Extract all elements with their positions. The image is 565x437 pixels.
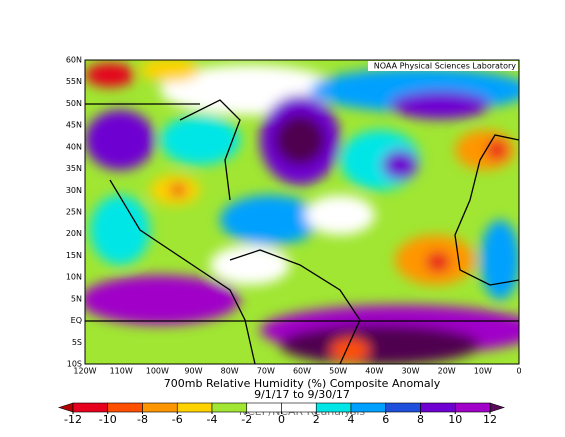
colorbar-label: -10: [99, 413, 117, 426]
lon-label: 110W: [110, 367, 133, 376]
lat-label: 40N: [66, 142, 82, 151]
colorbar-bin: [420, 402, 456, 413]
colorbar-under: [58, 402, 74, 413]
lon-label: 80W: [221, 367, 239, 376]
lon-label: 50W: [329, 367, 347, 376]
lat-label: 55N: [66, 77, 82, 86]
colorbar-label: 6: [382, 413, 389, 426]
colorbar-label: 0: [278, 413, 285, 426]
colorbar-label: -4: [207, 413, 218, 426]
colorbar-bin: [454, 402, 491, 413]
colorbar-bin: [107, 402, 143, 413]
colorbar-label: -6: [172, 413, 183, 426]
colorbar-bin: [350, 402, 387, 413]
colorbar-bin: [72, 402, 109, 413]
lon-label: 30W: [401, 367, 419, 376]
colorbar-bin: [281, 402, 317, 413]
colorbar-label: 12: [483, 413, 497, 426]
lon-label: 60W: [293, 367, 311, 376]
anomaly-field: [85, 60, 519, 364]
colorbar-label: 2: [313, 413, 320, 426]
lon-label: 70W: [257, 367, 275, 376]
colorbar-over: [489, 402, 505, 413]
lon-label: 90W: [184, 367, 202, 376]
colorbar-label: -8: [137, 413, 148, 426]
lon-label: 10W: [474, 367, 492, 376]
colorbar-bin: [385, 402, 421, 413]
colorbar-bin: [315, 402, 352, 413]
lon-label: 0: [516, 367, 521, 376]
colorbar-label: 8: [417, 413, 424, 426]
lat-label: 10S: [67, 360, 82, 369]
credit-box: [368, 61, 518, 71]
map-title: 700mb Relative Humidity (%) Composite An…: [164, 377, 441, 390]
lat-label: 45N: [66, 121, 82, 130]
lat-label: 15N: [66, 251, 82, 260]
lat-label: 20N: [66, 229, 82, 238]
credit: NOAA Physical Sciences Laboratory: [374, 62, 517, 71]
coastline: [454, 134, 519, 286]
coastline: [109, 99, 361, 364]
colorbar-bin: [142, 402, 178, 413]
lon-label: 20W: [438, 367, 456, 376]
lat-label: 50N: [66, 99, 82, 108]
map-frame: [84, 59, 520, 365]
colorbar-bin: [246, 402, 282, 413]
lat-label: 30N: [66, 186, 82, 195]
lon-label: 40W: [365, 367, 383, 376]
colorbar-bin: [211, 402, 248, 413]
lat-label: 5S: [72, 338, 82, 347]
lon-label: 100W: [146, 367, 169, 376]
colorbar-label: -2: [241, 413, 252, 426]
lon-label: 120W: [73, 367, 96, 376]
lat-label: 5N: [71, 294, 82, 303]
period: 9/1/17 to 9/30/17: [254, 388, 350, 401]
lat-label: 25N: [66, 208, 82, 217]
colorbar-label: 10: [448, 413, 462, 426]
colorbar-label: 4: [348, 413, 355, 426]
colorbar-label: -12: [64, 413, 82, 426]
lat-label: 60N: [66, 56, 82, 65]
lat-label: 10N: [66, 273, 82, 282]
lat-label: EQ: [71, 316, 82, 325]
colorbar-bin: [176, 402, 213, 413]
lat-label: 35N: [66, 164, 82, 173]
